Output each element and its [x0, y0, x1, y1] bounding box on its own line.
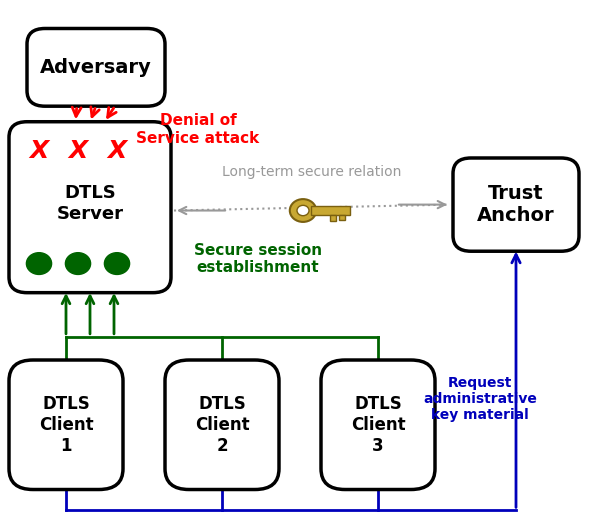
- Circle shape: [26, 253, 52, 275]
- Text: DTLS
Server: DTLS Server: [56, 184, 124, 223]
- FancyBboxPatch shape: [165, 360, 279, 490]
- FancyBboxPatch shape: [9, 122, 171, 293]
- Text: Denial of
Service attack: Denial of Service attack: [136, 113, 260, 146]
- Text: Trust
Anchor: Trust Anchor: [477, 184, 555, 225]
- Text: DTLS
Client
1: DTLS Client 1: [38, 395, 94, 455]
- FancyBboxPatch shape: [311, 206, 350, 214]
- Circle shape: [104, 253, 130, 275]
- Text: X: X: [107, 139, 127, 163]
- FancyBboxPatch shape: [321, 360, 435, 490]
- FancyBboxPatch shape: [9, 360, 123, 490]
- Text: Secure session
establishment: Secure session establishment: [194, 243, 322, 275]
- Text: Long-term secure relation: Long-term secure relation: [223, 165, 401, 179]
- Text: DTLS
Client
2: DTLS Client 2: [194, 395, 250, 455]
- Circle shape: [65, 253, 91, 275]
- Text: DTLS
Client
3: DTLS Client 3: [350, 395, 406, 455]
- Text: Request
administrative
key material: Request administrative key material: [423, 376, 537, 422]
- Text: X: X: [68, 139, 88, 163]
- Text: Adversary: Adversary: [40, 58, 152, 77]
- FancyBboxPatch shape: [453, 158, 579, 251]
- FancyBboxPatch shape: [339, 214, 345, 220]
- FancyBboxPatch shape: [330, 214, 336, 221]
- FancyBboxPatch shape: [27, 28, 165, 106]
- Text: X: X: [29, 139, 49, 163]
- Circle shape: [297, 205, 309, 215]
- Circle shape: [290, 199, 316, 222]
